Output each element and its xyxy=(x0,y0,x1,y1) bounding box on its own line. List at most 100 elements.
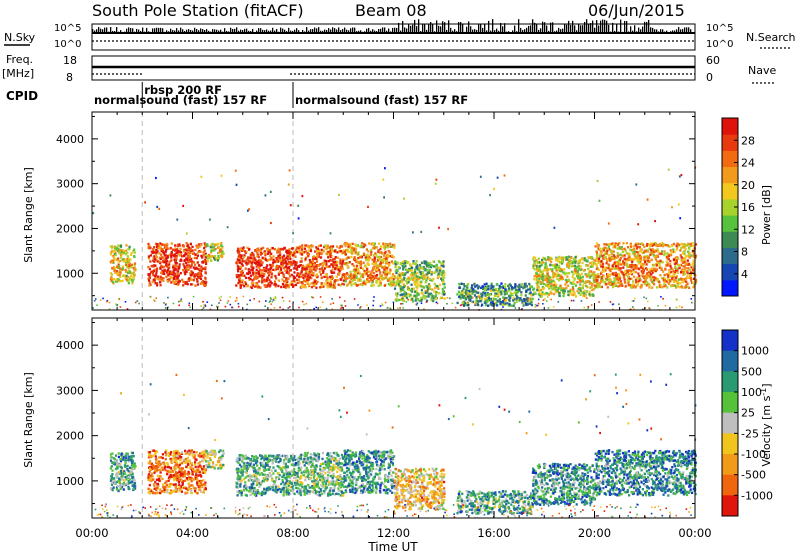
heatmap-cell xyxy=(203,246,206,250)
heatmap-cell xyxy=(178,304,180,307)
heatmap-cell xyxy=(557,286,560,290)
heatmap-cell xyxy=(643,256,646,259)
heatmap-cell xyxy=(174,249,177,252)
heatmap-cell xyxy=(373,242,376,245)
heatmap-cell xyxy=(628,258,631,262)
heatmap-cell xyxy=(621,272,624,275)
heatmap-cell xyxy=(483,301,486,304)
heatmap-cell xyxy=(607,222,610,225)
heatmap-cell xyxy=(159,275,162,278)
heatmap-cell xyxy=(473,294,477,297)
heatmap-cell xyxy=(622,260,625,263)
heatmap-cell xyxy=(649,248,653,252)
heatmap-cell xyxy=(560,274,563,277)
heatmap-cell xyxy=(343,300,346,302)
heatmap-cell xyxy=(627,281,630,284)
heatmap-cell xyxy=(634,297,636,300)
heatmap-cell xyxy=(301,246,304,250)
heatmap-cell xyxy=(353,267,356,270)
heatmap-cell xyxy=(617,278,620,282)
heatmap-cell xyxy=(362,273,365,276)
heatmap-cell xyxy=(419,272,422,276)
heatmap-cell xyxy=(359,266,362,269)
heatmap-cell xyxy=(581,275,584,279)
heatmap-cell xyxy=(617,281,620,284)
heatmap-cell xyxy=(520,283,524,286)
heatmap-cell xyxy=(637,260,640,263)
heatmap-cell xyxy=(537,304,540,307)
heatmap-cell xyxy=(424,291,427,294)
heatmap-cell xyxy=(403,291,406,294)
heatmap-cell xyxy=(152,247,155,251)
heatmap-cell xyxy=(502,300,505,303)
heatmap-cell xyxy=(561,277,564,281)
heatmap-cell xyxy=(481,285,484,288)
heatmap-cell xyxy=(121,267,125,270)
heatmap-cell xyxy=(531,297,534,301)
heatmap-cell xyxy=(390,260,393,263)
heatmap-cell xyxy=(173,255,176,258)
heatmap-cell xyxy=(634,278,638,281)
heatmap-cell xyxy=(649,277,652,280)
heatmap-cell xyxy=(374,252,377,255)
heatmap-cell xyxy=(692,259,695,262)
heatmap-cell xyxy=(339,262,342,265)
heatmap-cell xyxy=(303,303,305,306)
heatmap-cell xyxy=(437,287,440,290)
heatmap-cell xyxy=(240,262,243,265)
heatmap-cell xyxy=(317,264,320,267)
heatmap-cell xyxy=(254,285,257,288)
heatmap-cell xyxy=(280,247,283,251)
heatmap-cell xyxy=(341,262,344,265)
heatmap-cell xyxy=(256,260,259,264)
heatmap-cell xyxy=(361,283,364,287)
heatmap-cell xyxy=(322,264,325,267)
heatmap-cell xyxy=(245,250,248,254)
heatmap-cell xyxy=(163,243,166,247)
heatmap-cell xyxy=(645,244,648,247)
heatmap-cell xyxy=(270,282,273,285)
heatmap-cell xyxy=(385,255,388,258)
heatmap-cell xyxy=(383,252,387,255)
heatmap-cell xyxy=(555,283,558,286)
heatmap-cell xyxy=(590,304,593,306)
heatmap-cell xyxy=(483,292,487,295)
heatmap-cell xyxy=(356,267,360,271)
heatmap-cell xyxy=(235,183,238,186)
heatmap-cell xyxy=(180,251,183,254)
heatmap-cell xyxy=(535,264,538,268)
heatmap-cell xyxy=(138,302,140,305)
heatmap-cell xyxy=(306,282,309,285)
heatmap-cell xyxy=(399,274,402,278)
heatmap-cell xyxy=(535,275,538,278)
heatmap-cell xyxy=(468,290,471,293)
heatmap-cell xyxy=(393,281,396,285)
heatmap-cell xyxy=(220,295,223,298)
heatmap-cell xyxy=(169,477,172,480)
heatmap-cell xyxy=(372,308,374,311)
heatmap-cell xyxy=(680,246,683,250)
heatmap-cell xyxy=(686,259,689,262)
heatmap-cell xyxy=(365,258,368,261)
heatmap-cell xyxy=(211,242,214,245)
heatmap-cell xyxy=(115,265,119,269)
heatmap-cell xyxy=(375,260,378,264)
heatmap-cell xyxy=(200,277,203,280)
heatmap-cell xyxy=(630,271,633,275)
heatmap-cell xyxy=(630,286,633,289)
heatmap-cell xyxy=(637,279,640,283)
heatmap-cell xyxy=(124,259,127,262)
y-tick-label: 3000 xyxy=(56,178,84,191)
heatmap-cell xyxy=(177,283,180,286)
heatmap-cell xyxy=(128,481,131,485)
heatmap-cell xyxy=(388,271,392,275)
power-ylabel: Slant Range [km] xyxy=(22,167,35,263)
heatmap-cell xyxy=(272,299,275,301)
heatmap-cell xyxy=(110,477,113,480)
heatmap-cell xyxy=(651,252,654,255)
heatmap-cell xyxy=(487,285,490,288)
heatmap-cell xyxy=(533,277,536,281)
heatmap-cell xyxy=(264,254,267,257)
heatmap-cell xyxy=(150,296,152,299)
heatmap-cell xyxy=(559,287,562,290)
